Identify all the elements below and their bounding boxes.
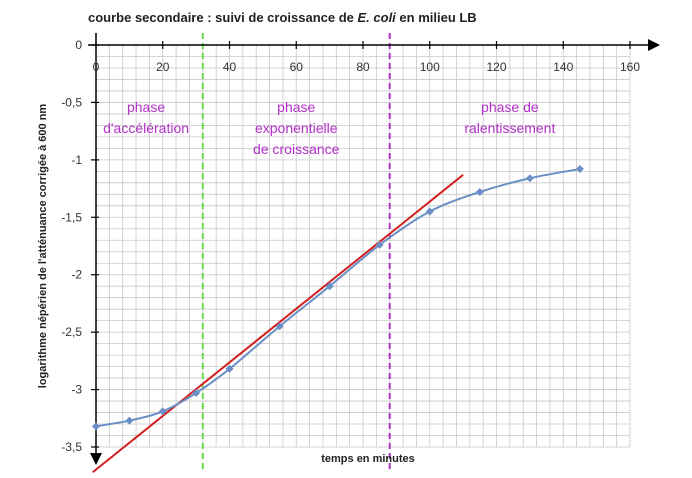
data-point-marker [525,174,534,183]
y-tick-label: -2 [71,268,82,282]
data-series [92,165,584,431]
data-point-marker [325,282,334,291]
phase-label-line: de croissance [253,141,340,157]
data-point-marker [425,207,434,216]
axes [88,33,660,465]
chart-title-suffix: en milieu LB [396,10,477,25]
y-tick-label: 0 [75,38,82,52]
data-point-marker [192,389,201,398]
fit-line [92,174,464,474]
x-tick-label: 20 [156,60,170,74]
data-point-marker [225,364,234,373]
phase-label-2: phase de ralentissement [464,99,555,136]
data-point-marker [125,416,134,425]
phase-label-line: ralentissement [464,120,555,136]
x-tick-label: 160 [620,60,640,74]
y-tick-labels: 0 -0,5 -1 -1,5 -2 -2,5 -3 -3,5 [61,38,82,454]
y-tick-label: -1,5 [61,210,82,224]
x-tick-label: 120 [486,60,506,74]
phase-label-line: exponentielle [255,120,338,136]
chart-title-italic: E. coli [358,10,397,25]
y-axis-arrow-icon [90,453,102,465]
phase-label-line: phase [277,99,315,115]
phase-label-line: d'accélération [103,120,189,136]
data-point-marker [92,422,100,431]
data-point-marker [475,188,484,197]
y-tick-label: -0,5 [61,95,82,109]
x-tick-label: 40 [223,60,237,74]
x-axis-arrow-icon [648,39,660,51]
exponential-fit-line [92,174,464,474]
phase-label-1: phase exponentielle de croissance [253,99,340,157]
x-tick-labels: 0 20 40 60 80 100 120 140 160 [93,60,641,74]
phase-lines [201,33,391,469]
phase-label-0: phase d'accélération [103,99,189,136]
y-axis-label: logarithme népérien de l'atténuance corr… [37,104,49,389]
y-tick-label: -1 [71,153,82,167]
data-point-marker [575,165,584,174]
phase-labels: phase d'accélération phase exponentielle de … [103,99,555,157]
x-tick-label: 60 [290,60,304,74]
data-point-marker [158,407,167,416]
phase-label-line: phase [127,99,165,115]
chart-title: courbe secondaire : suivi de croissance … [88,10,477,25]
x-tick-label: 100 [420,60,440,74]
x-tick-label: 80 [356,60,370,74]
grid [95,44,631,448]
y-tick-label: -3,5 [61,440,82,454]
x-tick-label: 0 [93,60,100,74]
chart-title-prefix: courbe secondaire : suivi de croissance … [88,10,358,25]
data-point-marker [275,322,284,331]
x-tick-label: 140 [553,60,573,74]
data-point-marker [375,240,384,249]
x-axis-label: temps en minutes [321,453,415,465]
y-tick-label: -2,5 [61,325,82,339]
y-tick-label: -3 [71,383,82,397]
phase-label-line: phase de [481,99,539,115]
